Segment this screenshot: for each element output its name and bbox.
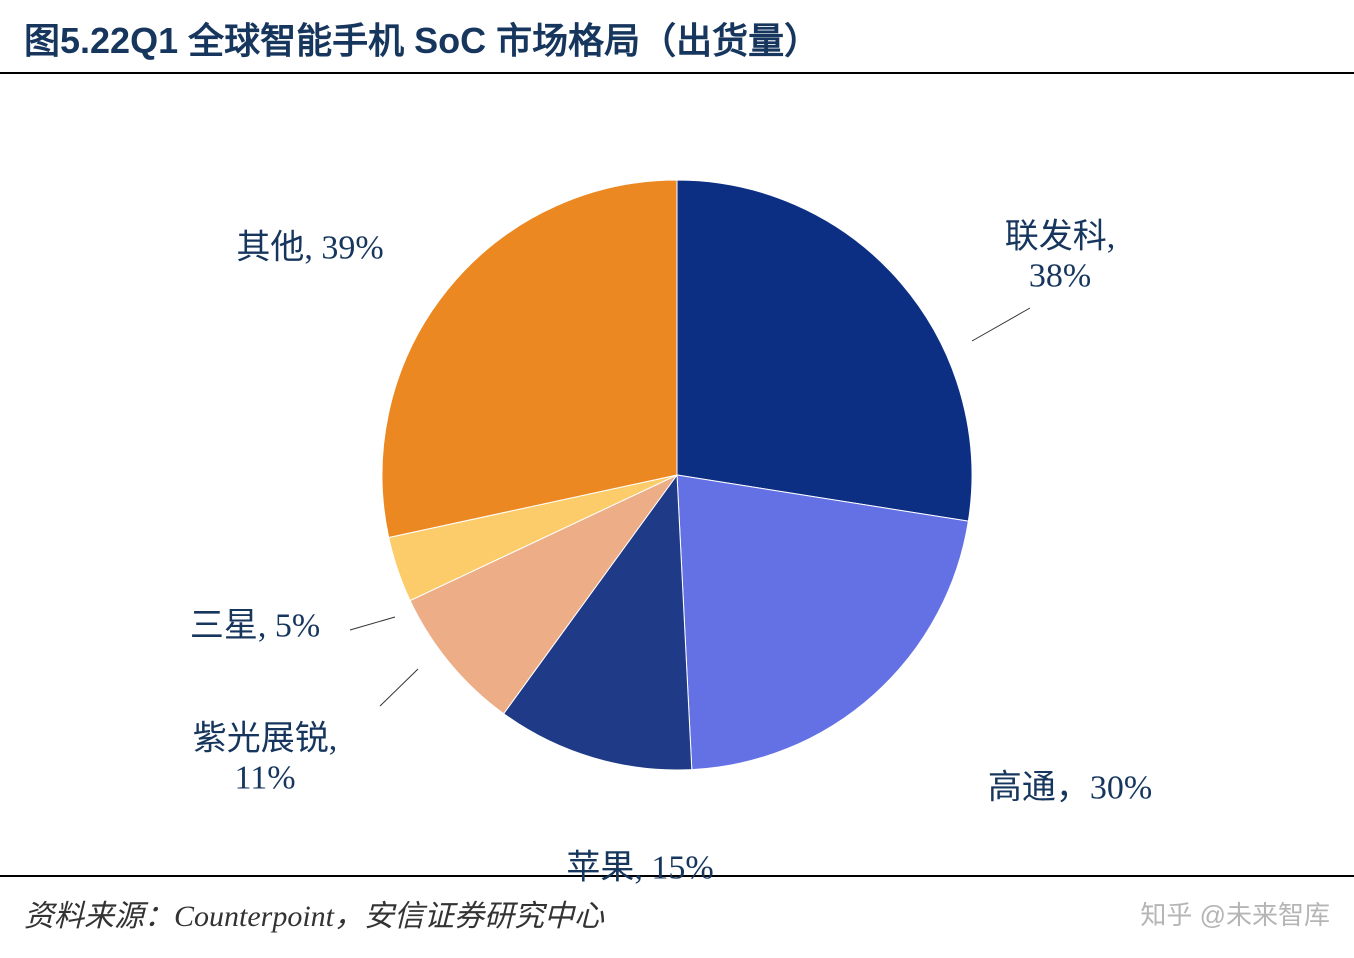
leader-line-联发科	[972, 308, 1030, 341]
chart-title: 图5.22Q1 全球智能手机 SoC 市场格局（出货量）	[24, 12, 1330, 64]
chart-header: 图5.22Q1 全球智能手机 SoC 市场格局（出货量）	[0, 0, 1354, 74]
slice-label-苹果: 苹果, 15%	[566, 840, 713, 889]
slice-label-三星: 三星, 5%	[190, 598, 320, 647]
watermark-label: 知乎 @未来智库	[1140, 895, 1330, 932]
pie-chart	[380, 178, 974, 772]
source-label: 资料来源：Counterpoint，安信证券研究中心	[24, 891, 604, 935]
slice-label-联发科: 联发科,38%	[1005, 209, 1116, 296]
pie-slice-联发科	[677, 180, 972, 521]
slice-label-紫光展锐: 紫光展锐,11%	[193, 711, 338, 798]
pie-chart-container: 联发科,38%高通，30%苹果, 15%紫光展锐,11%三星, 5%其他, 39…	[0, 74, 1354, 877]
pie-slice-其他	[382, 180, 677, 538]
slice-label-其他: 其他, 39%	[236, 220, 383, 269]
pie-slice-高通	[677, 475, 968, 770]
slice-label-高通: 高通，30%	[988, 760, 1152, 809]
